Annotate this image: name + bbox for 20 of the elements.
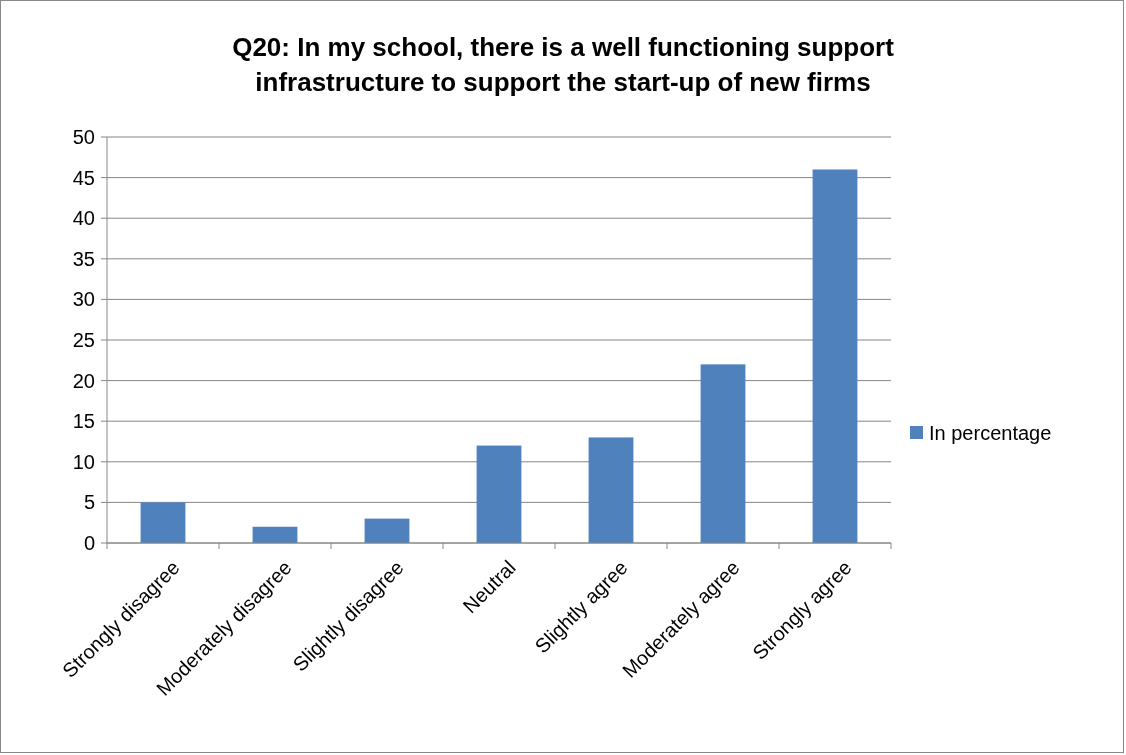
y-tick-label: 10 (72, 450, 95, 473)
bar (812, 169, 858, 543)
bar (700, 364, 746, 543)
y-tick-label: 5 (83, 491, 95, 514)
bar (476, 445, 522, 543)
y-tick-label: 35 (72, 247, 95, 270)
y-tick-label: 15 (72, 410, 95, 433)
chart-title: Q20: In my school, there is a well functioning support infrastructure to support the start-up of new firms (232, 32, 895, 97)
y-tick-label: 45 (72, 166, 95, 189)
y-tick-label: 0 (83, 532, 95, 554)
y-tick-label: 25 (72, 329, 95, 351)
bar (140, 502, 186, 543)
bar (364, 518, 410, 543)
bar (252, 526, 298, 543)
bar (588, 437, 634, 543)
y-tick-label: 40 (72, 207, 95, 230)
y-tick-label: 30 (72, 288, 95, 311)
y-tick-label: 50 (72, 126, 95, 148)
legend-label: In percentage (929, 422, 1052, 444)
y-tick-label: 20 (72, 369, 95, 392)
